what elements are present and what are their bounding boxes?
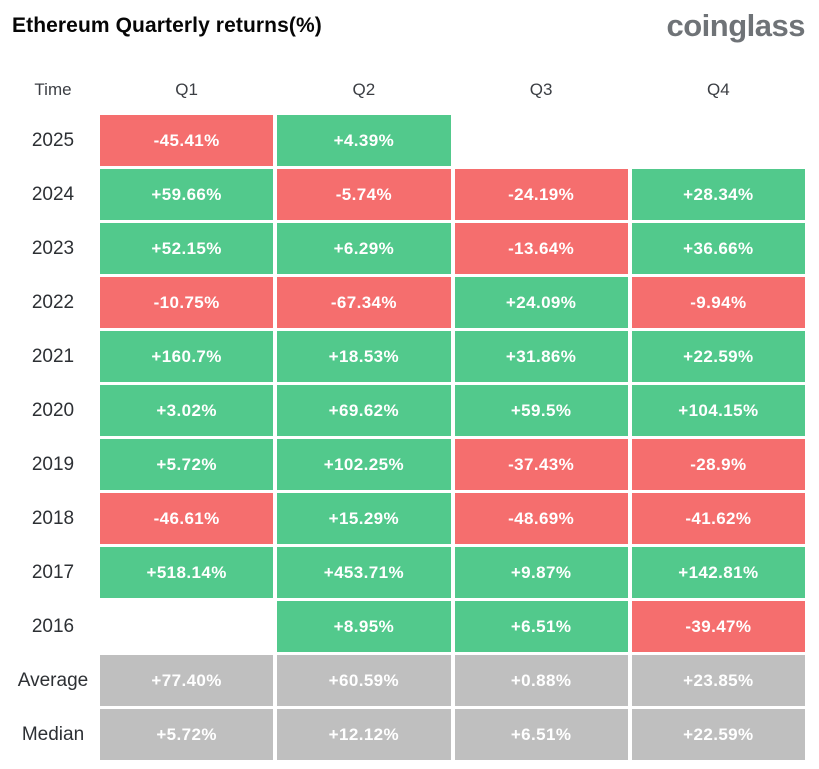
return-cell-2020-q3: +59.5% <box>454 385 628 436</box>
return-cell-2022-q1: -10.75% <box>100 277 274 328</box>
row-label-2023: 2023 <box>31 237 75 259</box>
return-cell-2019-q4: -28.9% <box>631 439 805 490</box>
return-cell-2020-q1: +3.02% <box>100 385 274 436</box>
row-label-2022: 2022 <box>31 291 75 313</box>
return-cell-2020-q4: +104.15% <box>631 385 805 436</box>
return-cell-2021-q3: +31.86% <box>454 331 628 382</box>
return-cell-2024-q4: +28.34% <box>631 169 805 220</box>
return-cell-2018-q2: +15.29% <box>277 493 451 544</box>
return-cell-2016-q1 <box>100 601 273 652</box>
return-cell-average-q1: +77.40% <box>100 655 274 706</box>
row-label-2018: 2018 <box>31 507 75 529</box>
row-label-2016: 2016 <box>31 615 75 637</box>
column-header-q4: Q4 <box>707 80 730 99</box>
return-cell-median-q4: +22.59% <box>631 709 805 760</box>
return-cell-2025-q4 <box>632 115 805 166</box>
coinglass-logo[interactable]: coinglass <box>666 8 806 43</box>
return-cell-2023-q2: +6.29% <box>277 223 451 274</box>
return-cell-average-q3: +0.88% <box>454 655 628 706</box>
return-cell-median-q2: +12.12% <box>277 709 451 760</box>
return-cell-2018-q4: -41.62% <box>631 493 805 544</box>
column-header-q1: Q1 <box>175 80 198 99</box>
return-cell-2019-q3: -37.43% <box>454 439 628 490</box>
return-cell-2023-q3: -13.64% <box>454 223 628 274</box>
return-cell-2025-q1: -45.41% <box>100 115 274 166</box>
return-cell-2024-q3: -24.19% <box>454 169 628 220</box>
row-label-median: Median <box>21 723 85 745</box>
column-header-q3: Q3 <box>529 80 553 99</box>
return-cell-2021-q1: +160.7% <box>100 331 274 382</box>
return-cell-2025-q2: +4.39% <box>277 115 451 166</box>
return-cell-2021-q2: +18.53% <box>277 331 451 382</box>
return-cell-2017-q2: +453.71% <box>277 547 451 598</box>
returns-heatmap-table: Time Q1 Q2 Q3 Q4 2025 -45.41% +4.39% 2024 +59.66%… <box>10 68 805 760</box>
row-label-2024: 2024 <box>31 183 75 205</box>
return-cell-2016-q3: +6.51% <box>454 601 628 652</box>
row-label-average: Average <box>17 669 89 691</box>
return-cell-2020-q2: +69.62% <box>277 385 451 436</box>
header-bar: Ethereum Quarterly returns(%) coinglass <box>10 8 806 68</box>
return-cell-2016-q4: -39.47% <box>631 601 805 652</box>
page-title: Ethereum Quarterly returns(%) <box>12 14 322 37</box>
row-label-2020: 2020 <box>31 399 75 421</box>
return-cell-median-q1: +5.72% <box>100 709 274 760</box>
return-cell-2021-q4: +22.59% <box>631 331 805 382</box>
return-cell-2018-q1: -46.61% <box>100 493 274 544</box>
return-cell-2023-q4: +36.66% <box>631 223 805 274</box>
return-cell-2016-q2: +8.95% <box>277 601 451 652</box>
return-cell-average-q4: +23.85% <box>631 655 805 706</box>
row-label-2017: 2017 <box>31 561 75 583</box>
row-label-2021: 2021 <box>31 345 75 367</box>
return-cell-2019-q1: +5.72% <box>100 439 274 490</box>
return-cell-2019-q2: +102.25% <box>277 439 451 490</box>
return-cell-2022-q2: -67.34% <box>277 277 451 328</box>
column-header-time: Time <box>34 80 72 99</box>
return-cell-median-q3: +6.51% <box>454 709 628 760</box>
return-cell-2022-q3: +24.09% <box>454 277 628 328</box>
return-cell-2017-q3: +9.87% <box>454 547 628 598</box>
return-cell-2024-q1: +59.66% <box>100 169 274 220</box>
return-cell-2023-q1: +52.15% <box>100 223 274 274</box>
column-header-q2: Q2 <box>352 80 376 99</box>
return-cell-2017-q1: +518.14% <box>100 547 274 598</box>
return-cell-2018-q3: -48.69% <box>454 493 628 544</box>
return-cell-2025-q3 <box>455 115 628 166</box>
return-cell-2024-q2: -5.74% <box>277 169 451 220</box>
return-cell-2017-q4: +142.81% <box>631 547 805 598</box>
return-cell-2022-q4: -9.94% <box>631 277 805 328</box>
row-label-2025: 2025 <box>31 129 75 151</box>
return-cell-average-q2: +60.59% <box>277 655 451 706</box>
row-label-2019: 2019 <box>31 453 75 475</box>
